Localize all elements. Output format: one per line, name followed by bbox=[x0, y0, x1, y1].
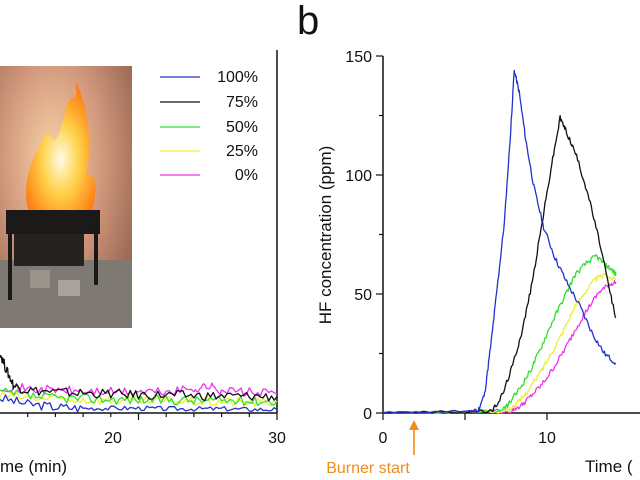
series-line bbox=[0, 354, 278, 402]
burner-start-annotation: Burner start bbox=[326, 420, 419, 477]
legend-label: 50% bbox=[226, 119, 258, 136]
panel-b-x-tick-label: 10 bbox=[538, 430, 556, 447]
series-line bbox=[0, 382, 278, 397]
series-line bbox=[383, 254, 617, 414]
panel-b-y-tick-label: 50 bbox=[354, 287, 372, 304]
series-line bbox=[0, 394, 278, 413]
series-line bbox=[0, 387, 278, 407]
series-line bbox=[382, 69, 617, 414]
panel-b: b 0 50 100 150 0 10 HF concentration (pp… bbox=[297, 0, 640, 477]
panel-b-y-tick-label: 150 bbox=[345, 49, 372, 66]
legend-label: 100% bbox=[217, 69, 258, 86]
panel-b-series-lines bbox=[382, 69, 617, 414]
burner-start-label: Burner start bbox=[326, 460, 410, 477]
panel-a-x-axis-label: me (min) bbox=[0, 457, 67, 476]
burner-start-arrowhead bbox=[409, 420, 419, 430]
panel-a-x-tick-label: 20 bbox=[104, 430, 122, 447]
panel-b-y-tick-label: 0 bbox=[363, 406, 372, 423]
panel-b-x-tick-label: 0 bbox=[379, 430, 388, 447]
legend-label: 75% bbox=[226, 94, 258, 111]
panel-letter: b bbox=[297, 0, 319, 43]
series-line bbox=[383, 114, 617, 414]
panel-a-legend: 100% 75% 50% 25% 0% bbox=[160, 69, 258, 184]
legend-label: 0% bbox=[235, 167, 258, 184]
panel-b-y-axis-label: HF concentration (ppm) bbox=[316, 146, 335, 325]
panel-a-x-tick-label: 30 bbox=[268, 430, 286, 447]
panel-a-series-lines bbox=[0, 354, 278, 413]
panel-b-tick-marks bbox=[376, 55, 548, 420]
panel-b-y-tick-label: 100 bbox=[345, 168, 372, 185]
legend-label: 25% bbox=[226, 143, 258, 160]
series-line bbox=[382, 272, 617, 414]
panel-a-x-tick-marks bbox=[27, 413, 278, 420]
panel-b-x-axis-label: Time ( bbox=[585, 457, 633, 476]
panel-a: 20 30 me (min) bbox=[0, 50, 286, 476]
fire-photo bbox=[0, 66, 132, 328]
series-line bbox=[382, 280, 617, 414]
